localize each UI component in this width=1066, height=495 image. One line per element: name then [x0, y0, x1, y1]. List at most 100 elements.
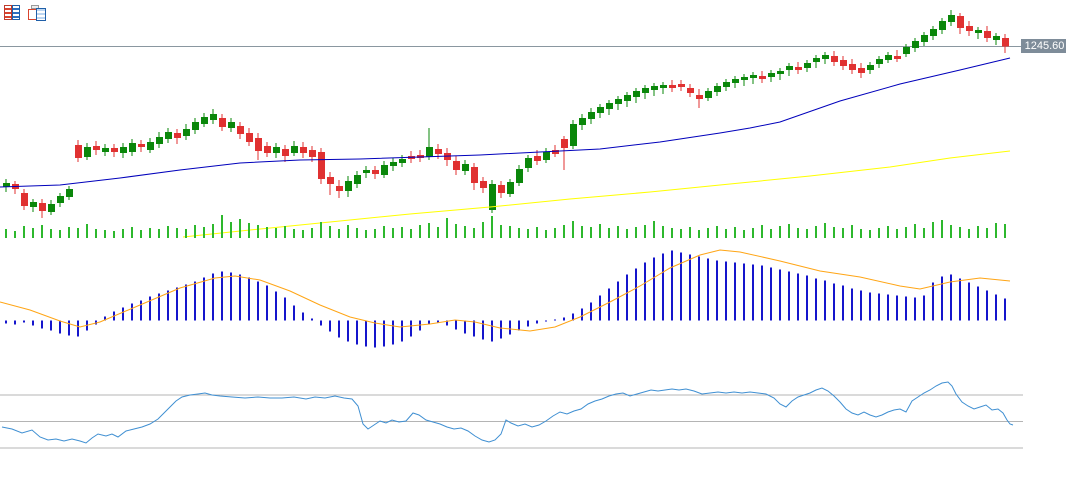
volume-bar	[995, 223, 997, 238]
volume-bar	[32, 228, 34, 238]
volume-bar	[734, 227, 736, 238]
volume-bar	[797, 228, 799, 238]
macd-bar	[59, 320, 61, 334]
volume-bar	[230, 222, 232, 238]
candle-body	[381, 165, 388, 175]
volume-bar	[815, 226, 817, 238]
volume-bar	[896, 229, 898, 238]
macd-bar	[374, 320, 376, 348]
volume-bar	[644, 225, 646, 238]
volume-bar	[176, 228, 178, 238]
macd-bar	[851, 288, 853, 321]
macd-bar	[797, 273, 799, 321]
volume-bar	[545, 230, 547, 238]
ma-fast-line	[0, 57, 1011, 188]
candle-body	[165, 132, 172, 139]
candle-body	[354, 175, 361, 184]
macd-bar	[608, 288, 610, 321]
macd-bar	[770, 267, 772, 321]
macd-bar	[140, 300, 142, 321]
macd-bar	[446, 320, 448, 326]
candle-body	[399, 159, 406, 163]
volume-bar	[113, 231, 115, 238]
volume-bar	[905, 227, 907, 238]
volume-bar	[374, 229, 376, 238]
volume-bar	[725, 229, 727, 238]
chart-pages-icon[interactable]	[28, 5, 48, 21]
macd-bar	[122, 307, 124, 321]
volume-bar	[509, 226, 511, 238]
macd-bar	[761, 265, 763, 321]
macd-bar	[221, 271, 223, 321]
macd-bar	[680, 252, 682, 321]
volume-bar	[977, 226, 979, 238]
quote-list-icon[interactable]	[4, 5, 22, 20]
candle-body	[75, 145, 82, 158]
macd-bar	[536, 320, 538, 324]
volume-bar	[716, 226, 718, 238]
candle-body	[219, 118, 226, 127]
macd-bar	[653, 257, 655, 321]
macd-bar	[599, 295, 601, 321]
macd-bar	[41, 320, 43, 329]
volume-bar	[203, 227, 205, 238]
macd-bar	[941, 276, 943, 321]
macd-bar	[356, 320, 358, 345]
macd-bar	[995, 294, 997, 321]
candle-body	[669, 85, 676, 88]
macd-bar	[239, 274, 241, 321]
macd-bar	[887, 294, 889, 321]
candle-body	[336, 186, 343, 191]
candle-body	[84, 147, 91, 157]
candle-body	[264, 146, 271, 153]
volume-bar	[878, 228, 880, 238]
oscillator-panel	[0, 381, 1023, 449]
macd-bar	[275, 291, 277, 321]
candle-body	[120, 147, 127, 153]
candle-body	[984, 31, 991, 38]
volume-bar	[563, 225, 565, 238]
volume-bar	[437, 227, 439, 238]
macd-bar	[77, 320, 79, 337]
macd-bar	[968, 282, 970, 321]
volume-bar	[707, 228, 709, 238]
macd-bar	[779, 269, 781, 321]
candle-body	[372, 170, 379, 174]
macd-bar	[833, 283, 835, 321]
candle-body	[498, 185, 505, 193]
volume-bar	[788, 224, 790, 238]
macd-bar	[923, 295, 925, 321]
volume-bar	[590, 227, 592, 238]
candle-body	[489, 184, 496, 210]
macd-bar	[671, 250, 673, 321]
candle-body	[858, 68, 865, 73]
macd-bar	[437, 320, 439, 323]
volume-bar	[293, 229, 295, 238]
volume-bar	[50, 229, 52, 238]
macd-bar	[860, 290, 862, 321]
volume-bar	[680, 229, 682, 238]
macd-bar	[545, 320, 547, 322]
volume-bar	[59, 230, 61, 238]
candle-body	[192, 122, 199, 130]
macd-bar	[806, 275, 808, 321]
volume-bar	[752, 228, 754, 238]
candle-body	[849, 64, 856, 70]
macd-bar	[5, 320, 7, 324]
volume-bar	[392, 228, 394, 238]
candle-body	[300, 147, 307, 153]
macd-bar	[527, 320, 529, 327]
macd-bar	[635, 268, 637, 321]
macd-bar	[293, 305, 295, 321]
candle-body	[525, 158, 532, 168]
macd-bar	[401, 320, 403, 342]
candle-body	[642, 88, 649, 93]
volume-bar	[23, 226, 25, 238]
volume-bar	[185, 229, 187, 238]
volume-panel	[5, 215, 1006, 238]
candle-body	[453, 161, 460, 170]
quote-list-icon-left	[4, 5, 12, 20]
candle-body	[705, 91, 712, 98]
